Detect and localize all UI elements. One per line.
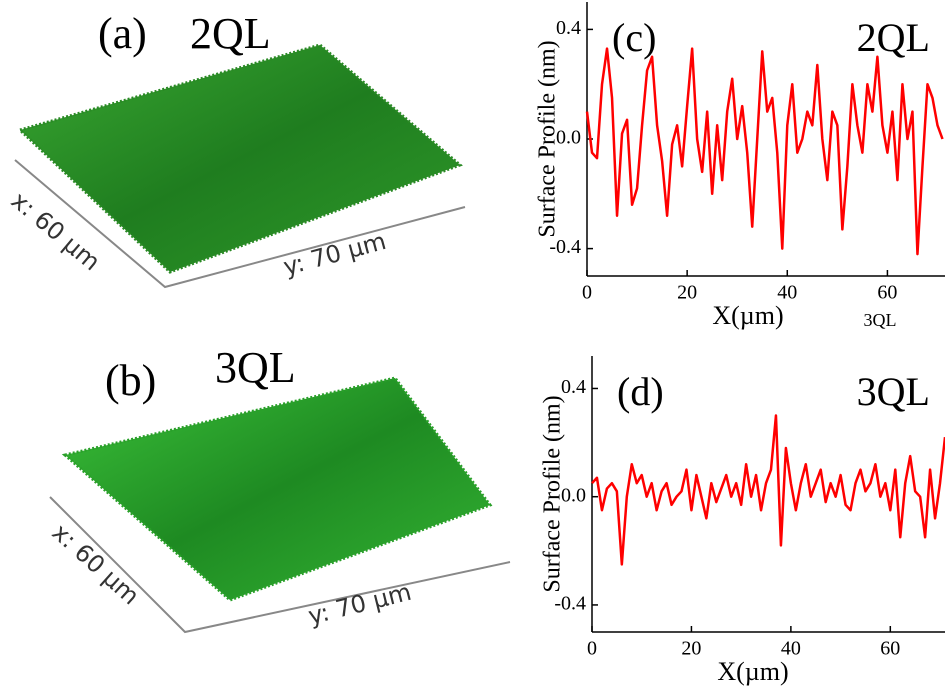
y-tick-label: 0.0 <box>556 127 581 149</box>
y-axis-title: Surface Profile (nm) <box>535 40 561 237</box>
y-tick-label: 0.4 <box>561 376 586 398</box>
x-tick-label: 0 <box>587 638 597 660</box>
surface-a: (a) 2QL x: 60 µm y: 70 µm <box>6 9 466 289</box>
panel-label: (b) <box>105 356 156 405</box>
profile-line <box>585 47 944 256</box>
panel-title: 3QL <box>857 369 930 414</box>
y-axis-label: y: 70 µm <box>305 578 414 631</box>
x-tick-label: 40 <box>781 638 801 660</box>
x-tick-label: 0 <box>582 282 592 304</box>
x-axis-label: x: 60 µm <box>6 186 106 276</box>
y-axis-label: y: 70 µm <box>280 227 389 281</box>
x-tick-label: 60 <box>880 638 900 660</box>
panel-title: 2QL <box>190 9 271 58</box>
y-tick-label: -0.4 <box>554 593 586 615</box>
x-tick-label: 20 <box>677 282 697 304</box>
panel-title: 2QL <box>857 15 930 60</box>
panel-label: (d) <box>617 369 664 414</box>
x-axis-title: X(µm) <box>712 301 783 330</box>
x-axis-label: x: 60 µm <box>47 518 145 610</box>
x-tick-label: 20 <box>681 638 701 660</box>
x-tick-label: 40 <box>777 282 797 304</box>
y-axis-title: Surface Profile (nm) <box>540 395 566 592</box>
x-tick-label: 60 <box>877 282 897 304</box>
annotation: 3QL <box>864 310 897 330</box>
y-tick-label: 0.0 <box>561 484 586 506</box>
y-tick-label: 0.4 <box>556 17 581 39</box>
panel-label: (a) <box>98 9 147 58</box>
profile-line <box>591 414 945 566</box>
surface-b: (b) 3QL x: 60 µm y: 70 µm <box>47 343 511 634</box>
panel-title: 3QL <box>215 343 296 392</box>
panel-label: (c) <box>612 15 656 60</box>
x-axis-title: X(µm) <box>717 657 788 686</box>
y-tick-label: -0.4 <box>549 236 581 258</box>
